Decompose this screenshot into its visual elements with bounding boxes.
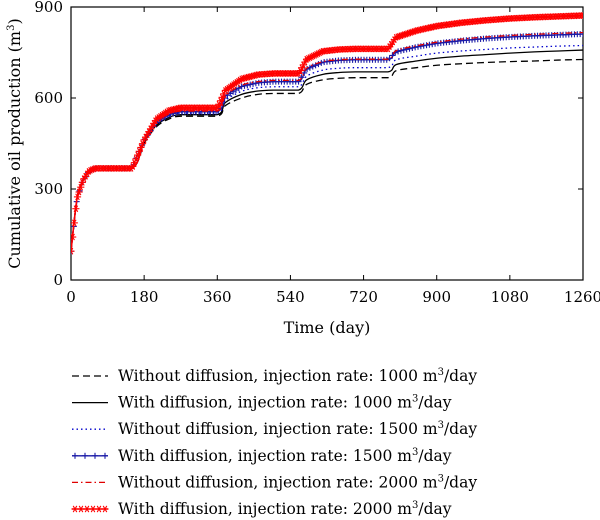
y-tick-label: 900 xyxy=(34,0,63,16)
y-tick-label: 0 xyxy=(53,271,63,289)
star-marker xyxy=(71,247,75,255)
x-tick-label: 180 xyxy=(130,288,159,306)
legend-item: Without diffusion, injection rate: 1500 … xyxy=(72,420,477,438)
star-marker xyxy=(75,188,83,196)
series-line xyxy=(71,44,583,252)
plus-marker xyxy=(72,452,78,459)
plus-marker xyxy=(102,452,108,459)
legend-label: Without diffusion, injection rate: 1000 … xyxy=(118,367,477,385)
x-tick-label: 900 xyxy=(422,288,451,306)
legend-label: With diffusion, injection rate: 1500 m3/… xyxy=(118,447,452,465)
x-tick-label: 1260 xyxy=(564,288,600,306)
legend-item: With diffusion, injection rate: 1500 m3/… xyxy=(72,447,452,465)
legend-item: Without diffusion, injection rate: 2000 … xyxy=(72,473,477,491)
star-marker xyxy=(71,233,77,241)
plus-marker xyxy=(400,47,407,54)
x-tick-label: 720 xyxy=(349,288,378,306)
ticks: 0 180 360 540 720 900 1080 1260 0 300 600 900 xyxy=(34,0,600,306)
star-marker xyxy=(73,193,82,201)
y-tick-label: 600 xyxy=(34,89,63,107)
legend-item: Without diffusion, injection rate: 1000 … xyxy=(72,367,477,385)
series-line xyxy=(71,31,583,252)
plus-marker xyxy=(247,81,254,88)
star-marker xyxy=(71,219,78,227)
y-tick-label: 300 xyxy=(34,180,63,198)
legend-label: With diffusion, injection rate: 2000 m3/… xyxy=(118,500,452,518)
plus-marker xyxy=(409,45,416,52)
legend-item: With diffusion, injection rate: 1000 m3/… xyxy=(72,394,452,412)
plus-marker xyxy=(295,78,302,85)
plus-marker xyxy=(82,452,88,459)
series-line xyxy=(71,58,583,252)
series-line xyxy=(71,49,583,252)
star-marker xyxy=(579,12,583,19)
series-line xyxy=(71,33,583,252)
plus-marker xyxy=(250,80,257,87)
plus-marker xyxy=(395,48,402,55)
plus-marker xyxy=(386,55,393,62)
series-1 xyxy=(71,58,583,252)
legend: Without diffusion, injection rate: 1000 … xyxy=(71,367,477,518)
legend-label: Without diffusion, injection rate: 1500 … xyxy=(118,420,477,438)
star-marker xyxy=(72,205,80,213)
x-tick-label: 540 xyxy=(276,288,305,306)
x-tick-label: 1080 xyxy=(491,288,529,306)
x-axis-label: Time (day) xyxy=(284,318,371,337)
star-marker xyxy=(77,183,85,191)
star-marker xyxy=(101,505,109,513)
series-5 xyxy=(71,31,583,252)
plus-marker xyxy=(92,452,98,459)
legend-item: With diffusion, injection rate: 2000 m3/… xyxy=(71,500,452,518)
plot-frame xyxy=(70,6,584,281)
legend-label: With diffusion, injection rate: 1000 m3/… xyxy=(118,394,452,412)
x-tick-label: 360 xyxy=(203,288,232,306)
plus-marker xyxy=(412,44,419,51)
series-2 xyxy=(71,49,583,252)
plus-marker xyxy=(580,30,583,37)
series-group xyxy=(71,12,583,255)
x-tick-label: 0 xyxy=(66,288,76,306)
plus-marker xyxy=(389,52,396,59)
plus-marker xyxy=(309,63,316,70)
legend-label: Without diffusion, injection rate: 2000 … xyxy=(118,473,477,491)
y-axis-label: Cumulative oil production (m3) xyxy=(5,18,24,268)
series-3 xyxy=(71,44,583,252)
series-6 xyxy=(71,12,583,255)
